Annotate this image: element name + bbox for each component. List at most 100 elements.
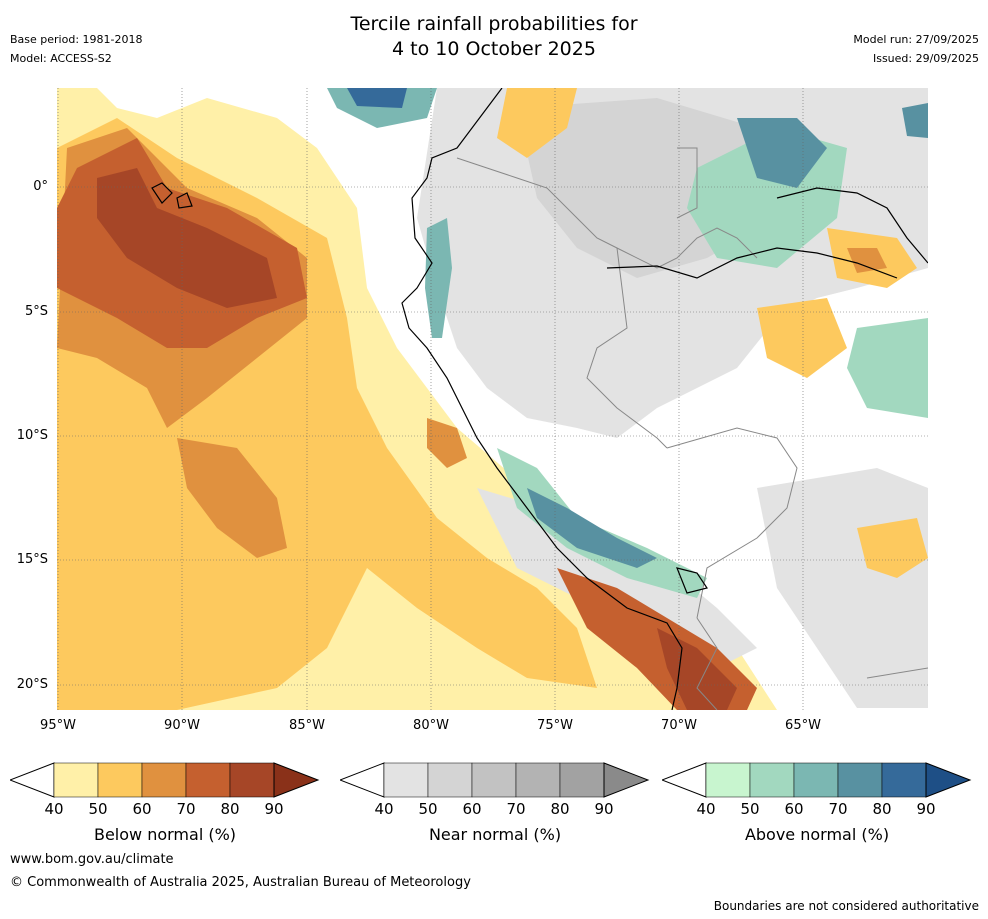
below-tick-60: 60 bbox=[132, 800, 152, 818]
above-normal-east bbox=[847, 318, 928, 418]
near-tick-40: 40 bbox=[374, 800, 394, 818]
below-normal-se-patch bbox=[857, 518, 928, 578]
lon-label-70w: 70°W bbox=[661, 718, 697, 733]
colorbar-near-normal bbox=[338, 762, 650, 798]
copyright-text: © Commonwealth of Australia 2025, Austra… bbox=[10, 875, 471, 890]
legend-below-normal: 40 50 60 70 80 90 Below normal (%) bbox=[8, 762, 320, 862]
near-tick-60: 60 bbox=[462, 800, 482, 818]
colorbar-below-swatch-40 bbox=[53, 762, 99, 798]
website-link[interactable]: www.bom.gov.au/climate bbox=[10, 852, 174, 867]
below-tick-40: 40 bbox=[44, 800, 64, 818]
colorbar-below-swatch-70 bbox=[185, 762, 231, 798]
below-normal-80-region bbox=[97, 168, 277, 308]
near-tick-70: 70 bbox=[506, 800, 526, 818]
below-normal-coast-south-dark bbox=[657, 628, 737, 710]
colorbar-near-swatch-60 bbox=[471, 762, 517, 798]
below-tick-70: 70 bbox=[176, 800, 196, 818]
below-normal-60-south bbox=[177, 438, 287, 558]
lat-label-5s: 5°S bbox=[24, 304, 48, 319]
lon-label-90w: 90°W bbox=[164, 718, 200, 733]
map-gridlines bbox=[57, 88, 928, 710]
colorbar-below-max-arrow bbox=[273, 762, 320, 798]
amazon-main bbox=[606, 247, 898, 279]
pacific-coastline bbox=[401, 88, 683, 710]
colorbar-near-max-arrow bbox=[603, 762, 650, 798]
lat-label-10s: 10°S bbox=[16, 428, 48, 443]
near-tick-50: 50 bbox=[418, 800, 438, 818]
colorbar-near-swatch-40 bbox=[383, 762, 429, 798]
above-tick-60: 60 bbox=[784, 800, 804, 818]
colorbar-above-normal bbox=[660, 762, 972, 798]
colorbar-below-swatch-50 bbox=[97, 762, 143, 798]
colorbar-above-swatch-80 bbox=[881, 762, 927, 798]
lon-label-80w: 80°W bbox=[413, 718, 449, 733]
map-svg bbox=[57, 88, 928, 710]
lon-label-75w: 75°W bbox=[537, 718, 573, 733]
colorbar-above-swatch-50 bbox=[749, 762, 795, 798]
below-normal-east-patch bbox=[757, 298, 847, 378]
border-chile-bolivia bbox=[696, 617, 718, 710]
below-tick-50: 50 bbox=[88, 800, 108, 818]
disclaimer-text: Boundaries are not considered authoritat… bbox=[713, 899, 979, 913]
near-normal-label: Near normal (%) bbox=[428, 825, 562, 844]
near-tick-80: 80 bbox=[550, 800, 570, 818]
amazon-river bbox=[776, 187, 928, 264]
colorbar-above-swatch-60 bbox=[793, 762, 839, 798]
below-normal-land-top bbox=[497, 88, 577, 158]
issued-date: Issued: 29/09/2025 bbox=[872, 52, 979, 65]
colorbar-below-swatch-60 bbox=[141, 762, 187, 798]
map-title: Tercile rainfall probabilities for 4 to … bbox=[0, 12, 988, 62]
meta-right: Model run: 27/09/2025 Issued: 29/09/2025 bbox=[853, 30, 979, 68]
lat-label-15s: 15°S bbox=[16, 552, 48, 567]
galapagos-island-1 bbox=[151, 182, 173, 204]
model-name: Model: ACCESS-S2 bbox=[10, 52, 112, 65]
above-normal-ne-dark bbox=[902, 103, 928, 138]
above-normal-north-dark bbox=[737, 118, 827, 188]
below-normal-peru-patch bbox=[427, 418, 467, 468]
border-colombia-venezuela bbox=[676, 147, 698, 219]
coastlines bbox=[151, 88, 928, 710]
colorbar-near-swatch-50 bbox=[427, 762, 473, 798]
near-normal-south bbox=[477, 488, 757, 668]
colorbar-above-swatch-40 bbox=[705, 762, 751, 798]
legend-above-normal: 40 50 60 70 80 90 Above normal (%) bbox=[660, 762, 972, 862]
above-normal-coast-strip-dark bbox=[527, 488, 657, 568]
above-tick-50: 50 bbox=[740, 800, 760, 818]
colorbar-above-max-arrow bbox=[925, 762, 972, 798]
border-peru-brazil bbox=[586, 247, 668, 449]
lon-label-85w: 85°W bbox=[289, 718, 325, 733]
colorbar-near-swatch-80 bbox=[559, 762, 605, 798]
border-bolivia-brazil bbox=[666, 427, 798, 619]
above-normal-top-center-dark bbox=[347, 88, 407, 108]
below-normal-label: Below normal (%) bbox=[93, 825, 237, 844]
below-normal-land-ne-dark bbox=[847, 248, 887, 273]
colorbar-near-swatch-70 bbox=[515, 762, 561, 798]
colorbar-above-swatch-70 bbox=[837, 762, 883, 798]
lon-label-65w: 65°W bbox=[785, 718, 821, 733]
country-borders bbox=[456, 147, 928, 710]
colorbar-near-min-arrow bbox=[338, 762, 385, 798]
near-tick-90: 90 bbox=[594, 800, 614, 818]
border-paraguay bbox=[866, 667, 928, 679]
colorbar-below-min-arrow bbox=[8, 762, 55, 798]
below-tick-90: 90 bbox=[264, 800, 284, 818]
above-normal-andes bbox=[425, 218, 452, 338]
colorbar-below-swatch-80 bbox=[229, 762, 275, 798]
lon-label-95w: 95°W bbox=[40, 718, 76, 733]
colorbar-above-min-arrow bbox=[660, 762, 707, 798]
above-tick-90: 90 bbox=[916, 800, 936, 818]
model-run: Model run: 27/09/2025 bbox=[853, 33, 979, 46]
below-tick-80: 80 bbox=[220, 800, 240, 818]
above-tick-40: 40 bbox=[696, 800, 716, 818]
probability-map bbox=[57, 88, 928, 710]
legend-near-normal: 40 50 60 70 80 90 Near normal (%) bbox=[338, 762, 650, 862]
title-line-2: 4 to 10 October 2025 bbox=[392, 38, 596, 60]
above-normal-label: Above normal (%) bbox=[744, 825, 890, 844]
above-normal-coast-strip bbox=[497, 448, 707, 598]
lake-titicaca bbox=[676, 567, 708, 594]
above-tick-80: 80 bbox=[872, 800, 892, 818]
title-line-1: Tercile rainfall probabilities for bbox=[350, 13, 638, 35]
above-tick-70: 70 bbox=[828, 800, 848, 818]
galapagos-island-2 bbox=[176, 192, 193, 209]
lat-label-0: 0° bbox=[33, 179, 48, 194]
